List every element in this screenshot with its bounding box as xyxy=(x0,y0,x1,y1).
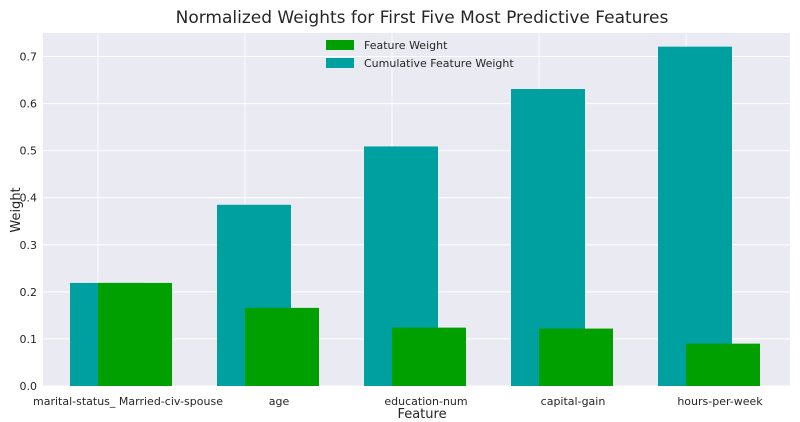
y-tick-labels: 0.0 0.1 0.2 0.3 0.4 0.5 0.6 0.7 xyxy=(20,51,38,393)
y-tick-label: 0.1 xyxy=(20,333,38,346)
legend-label-cumulative-weight: Cumulative Feature Weight xyxy=(364,57,514,70)
x-axis-label: Feature xyxy=(397,407,446,422)
y-tick-label: 0.4 xyxy=(20,192,38,205)
legend-swatch-cumulative-weight xyxy=(326,58,354,68)
x-tick-label: age xyxy=(269,395,290,408)
bars-group xyxy=(70,46,760,387)
x-tick-label: hours-per-week xyxy=(677,395,763,408)
bar-feature-weight xyxy=(245,307,319,386)
y-tick-label: 0.0 xyxy=(20,380,38,393)
legend-label-feature-weight: Feature Weight xyxy=(364,39,448,52)
x-tick-label: capital-gain xyxy=(541,395,606,408)
legend-swatch-feature-weight xyxy=(326,40,354,50)
y-tick-label: 0.7 xyxy=(20,51,38,64)
x-tick-label: marital-status_ Married-civ-spouse xyxy=(33,395,223,408)
legend: Feature Weight Cumulative Feature Weight xyxy=(326,39,514,70)
bar-cumulative-weight xyxy=(658,46,732,387)
y-axis-label: Weight xyxy=(9,187,24,232)
bar-feature-weight xyxy=(686,343,760,386)
bar-feature-weight xyxy=(392,327,466,386)
y-tick-label: 0.5 xyxy=(20,145,38,158)
x-tick-label: education-num xyxy=(384,395,467,408)
bar-feature-weight xyxy=(98,282,172,386)
y-tick-label: 0.3 xyxy=(20,239,38,252)
y-tick-label: 0.6 xyxy=(20,98,38,111)
bar-feature-weight xyxy=(539,328,613,386)
x-tick-labels: marital-status_ Married-civ-spouse age edu… xyxy=(33,395,763,408)
chart-title: Normalized Weights for First Five Most P… xyxy=(176,8,669,28)
y-tick-label: 0.2 xyxy=(20,286,38,299)
